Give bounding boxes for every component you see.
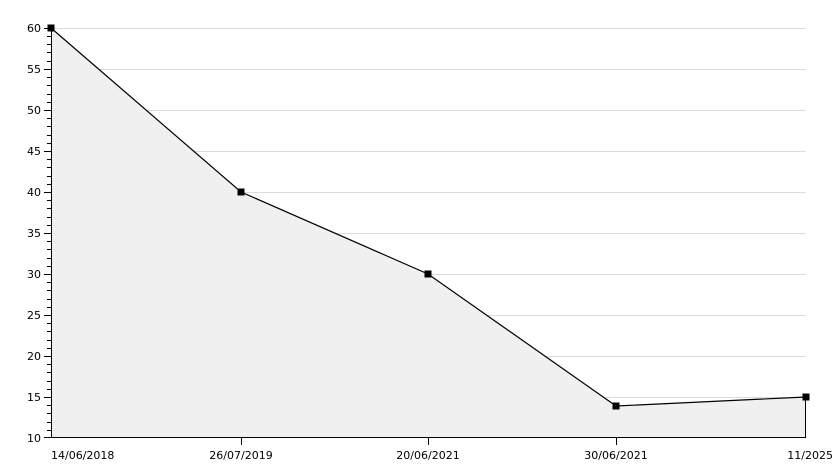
y-tick-label: 60 [27,22,41,35]
y-tick-label: 50 [27,104,41,117]
x-tick-label: 14/06/2018 [51,449,114,462]
x-axis-tick-labels: 14/06/2018 26/07/2019 20/06/2021 30/06/2… [51,449,833,462]
y-minor-ticks [47,36,51,431]
data-point-marker[interactable] [424,270,432,278]
y-axis-tick-labels: 60 55 50 45 40 35 30 25 20 15 10 [27,22,41,445]
x-axis-ticks [240,438,618,445]
y-tick-label: 45 [27,145,41,158]
data-point-marker[interactable] [237,188,245,196]
y-tick-label: 40 [27,186,41,199]
x-tick-label: 11/2025 [787,449,833,462]
y-tick-label: 10 [27,432,41,445]
y-tick-label: 20 [27,350,41,363]
x-tick-label: 26/07/2019 [209,449,272,462]
y-tick-label: 55 [27,63,41,76]
area-fill [51,28,806,438]
x-tick-label: 20/06/2021 [396,449,459,462]
data-point-marker[interactable] [612,402,620,410]
y-tick-label: 15 [27,391,41,404]
y-tick-label: 35 [27,227,41,240]
y-major-ticks [44,27,51,439]
axes [50,28,807,439]
x-tick-label: 30/06/2021 [584,449,647,462]
y-tick-label: 30 [27,268,41,281]
y-tick-label: 25 [27,309,41,322]
